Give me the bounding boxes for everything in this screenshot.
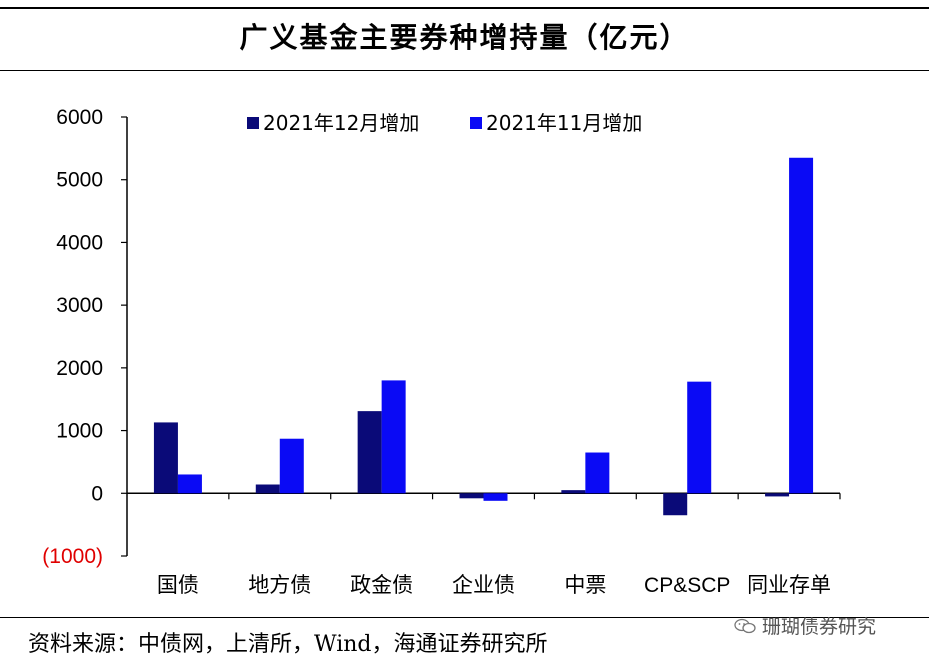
bar-chart: 6000 5000 4000 3000 2000 1000 0 (1000) 国债 地方债 政金债 企… [42,106,841,597]
y-tick-label: 4000 [56,231,103,254]
title-divider [0,70,929,71]
x-category-label: 企业债 [452,573,515,597]
bottom-rule [0,617,929,618]
x-category-label: 中票 [564,573,606,597]
bar-nov [381,380,406,494]
bar-dec [357,411,382,494]
x-category-label: 政金债 [350,573,413,597]
bar-dec [153,422,178,494]
bar-dec [561,490,586,494]
x-category-label: 地方债 [248,573,311,597]
y-tick-label: 5000 [56,169,103,192]
bar-dec [663,493,688,516]
y-tick-label: 3000 [56,294,103,317]
bar-nov [279,438,304,494]
wechat-icon [734,618,756,633]
y-tick-label: 2000 [56,357,103,380]
x-category-label: 同业存单 [747,573,831,597]
x-category-label: 国债 [157,573,199,597]
y-tick-label: 6000 [56,106,103,129]
bar-nov [687,381,712,494]
y-tick-label: (1000) [42,545,103,568]
x-category-label: CP&SCP [644,574,730,597]
bar-dec [255,484,280,494]
bar-nov [177,474,202,494]
legend-label: 2021年11月增加 [486,111,642,135]
bar-dec [765,493,790,497]
watermark: 珊瑚债券研究 [734,612,876,639]
source-note: 资料来源：中债网，上清所，Wind，海通证券研究所 [28,632,548,657]
legend-label: 2021年12月增加 [263,111,419,135]
y-tick-label: 1000 [56,420,103,443]
bar-nov [483,493,508,501]
legend-swatch [247,117,259,129]
legend-swatch [470,117,482,129]
y-tick-label: 0 [91,482,103,505]
watermark-text: 珊瑚债券研究 [762,616,877,638]
bar-nov [789,157,814,494]
chart-title: 广义基金主要券种增持量（亿元） [239,21,690,54]
bar-dec [459,493,484,499]
top-rule [0,7,929,9]
bar-nov [585,452,610,494]
